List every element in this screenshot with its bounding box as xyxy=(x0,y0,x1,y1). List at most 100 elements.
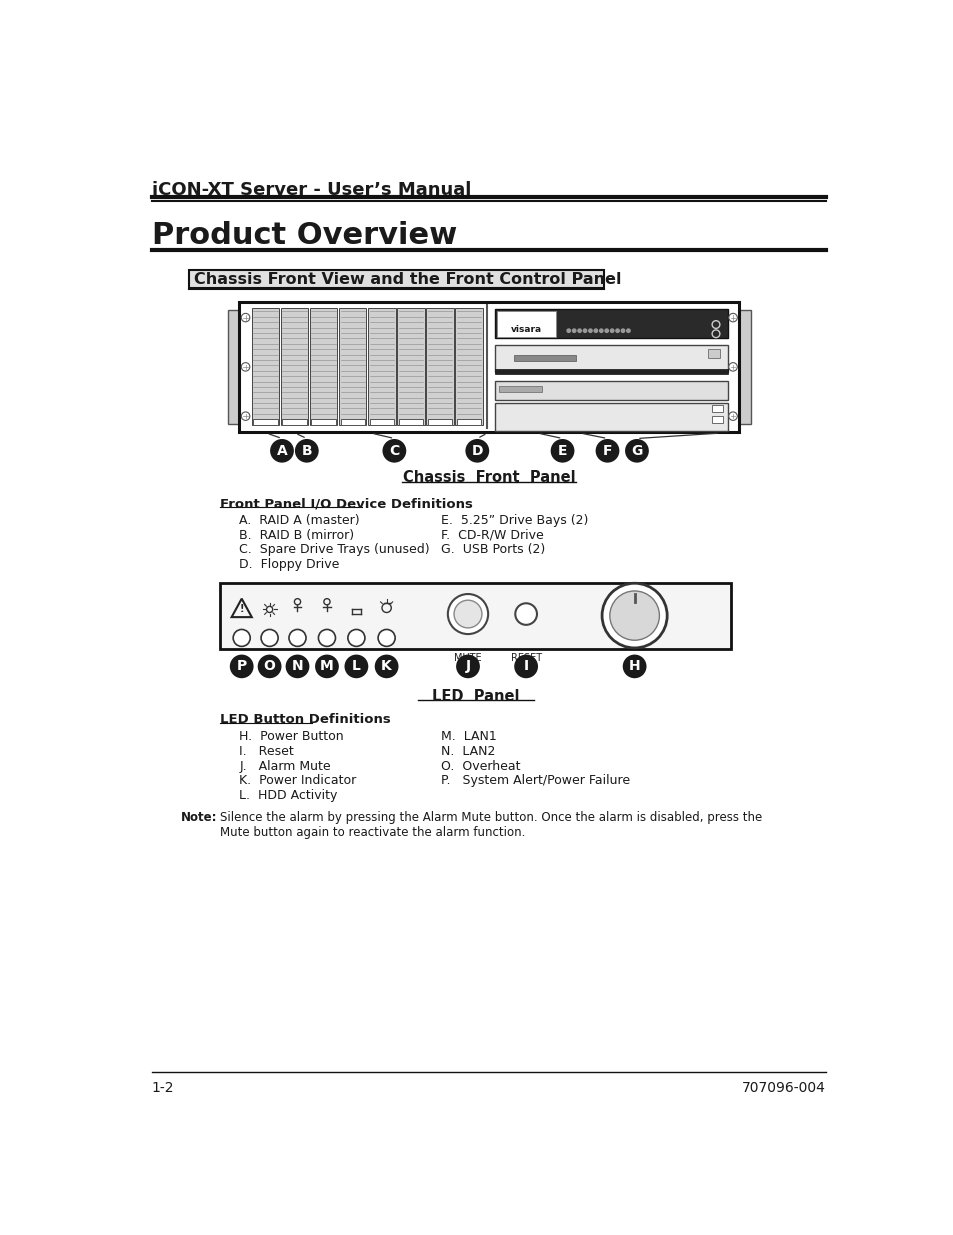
Circle shape xyxy=(596,440,618,462)
Text: P: P xyxy=(236,659,247,673)
Circle shape xyxy=(626,329,630,332)
Text: LED  Panel: LED Panel xyxy=(432,689,519,704)
Circle shape xyxy=(258,656,280,677)
Text: K.  Power Indicator: K. Power Indicator xyxy=(239,774,356,787)
Circle shape xyxy=(728,412,737,420)
Bar xyxy=(252,309,279,425)
Text: C.  Spare Drive Trays (unused): C. Spare Drive Trays (unused) xyxy=(239,543,430,556)
Bar xyxy=(711,405,722,412)
Text: F.  CD-R/W Drive: F. CD-R/W Drive xyxy=(440,529,543,542)
Bar xyxy=(495,369,727,374)
Bar xyxy=(369,419,394,425)
Circle shape xyxy=(271,440,293,462)
Circle shape xyxy=(616,329,618,332)
Circle shape xyxy=(241,412,250,420)
Bar xyxy=(711,416,722,424)
Bar xyxy=(228,310,239,424)
Bar xyxy=(253,419,277,425)
Circle shape xyxy=(383,440,405,462)
Circle shape xyxy=(289,630,306,646)
Bar xyxy=(456,419,480,425)
Circle shape xyxy=(286,656,308,677)
Text: MUTE: MUTE xyxy=(454,652,481,662)
Text: N: N xyxy=(292,659,303,673)
Text: E.  5.25” Drive Bays (2): E. 5.25” Drive Bays (2) xyxy=(440,514,588,527)
Bar xyxy=(338,309,366,425)
Circle shape xyxy=(728,314,737,322)
Bar xyxy=(495,345,727,372)
Bar xyxy=(455,309,482,425)
Circle shape xyxy=(233,630,250,646)
Circle shape xyxy=(572,329,576,332)
Text: J.   Alarm Mute: J. Alarm Mute xyxy=(239,760,331,773)
Text: I: I xyxy=(523,659,528,673)
Text: iCON-XT Server - User’s Manual: iCON-XT Server - User’s Manual xyxy=(152,180,471,199)
Text: Silence the alarm by pressing the Alarm Mute button. Once the alarm is disabled,: Silence the alarm by pressing the Alarm … xyxy=(220,811,761,839)
Circle shape xyxy=(295,440,317,462)
Bar xyxy=(514,356,576,362)
Text: !: ! xyxy=(239,604,244,615)
Bar xyxy=(495,403,727,431)
Text: A: A xyxy=(276,443,287,458)
Text: I.   Reset: I. Reset xyxy=(239,745,294,758)
Text: L.  HDD Activity: L. HDD Activity xyxy=(239,789,337,802)
Bar xyxy=(368,309,395,425)
Bar xyxy=(495,309,727,338)
Circle shape xyxy=(318,630,335,646)
Text: H.  Power Button: H. Power Button xyxy=(239,730,344,743)
Text: LED Button Definitions: LED Button Definitions xyxy=(220,714,391,726)
Text: B.  RAID B (mirror): B. RAID B (mirror) xyxy=(239,529,355,542)
Circle shape xyxy=(375,656,397,677)
Text: G: G xyxy=(631,443,642,458)
Text: M.  LAN1: M. LAN1 xyxy=(440,730,497,743)
Circle shape xyxy=(456,656,478,677)
Circle shape xyxy=(728,363,737,370)
Circle shape xyxy=(578,329,580,332)
Text: Chassis Front View and the Front Control Panel: Chassis Front View and the Front Control… xyxy=(193,272,620,288)
Text: Product Overview: Product Overview xyxy=(152,221,456,251)
Bar xyxy=(239,303,739,431)
Text: 1-2: 1-2 xyxy=(152,1082,174,1095)
Text: F: F xyxy=(602,443,612,458)
Bar xyxy=(498,387,541,391)
Circle shape xyxy=(620,329,624,332)
Circle shape xyxy=(601,583,666,648)
Circle shape xyxy=(594,329,597,332)
Bar xyxy=(220,583,731,648)
Circle shape xyxy=(588,329,592,332)
Circle shape xyxy=(551,440,573,462)
Circle shape xyxy=(315,656,337,677)
Text: G.  USB Ports (2): G. USB Ports (2) xyxy=(440,543,544,556)
Text: RESET: RESET xyxy=(510,652,541,662)
Bar xyxy=(426,309,454,425)
Circle shape xyxy=(454,600,481,627)
Bar xyxy=(311,419,335,425)
Bar xyxy=(280,309,308,425)
Circle shape xyxy=(377,630,395,646)
Bar xyxy=(495,380,727,400)
Bar xyxy=(396,309,424,425)
Circle shape xyxy=(466,440,488,462)
Text: J: J xyxy=(465,659,470,673)
Bar xyxy=(497,311,555,337)
Circle shape xyxy=(515,656,537,677)
Text: L: L xyxy=(352,659,360,673)
Text: P.   System Alert/Power Failure: P. System Alert/Power Failure xyxy=(440,774,629,787)
Bar xyxy=(398,419,422,425)
Text: K: K xyxy=(381,659,392,673)
Bar xyxy=(189,270,603,288)
Circle shape xyxy=(610,329,613,332)
Text: B: B xyxy=(301,443,312,458)
Circle shape xyxy=(604,329,608,332)
Text: N.  LAN2: N. LAN2 xyxy=(440,745,495,758)
Circle shape xyxy=(515,603,537,625)
Text: 707096-004: 707096-004 xyxy=(741,1082,825,1095)
Text: O: O xyxy=(263,659,275,673)
Bar xyxy=(282,419,307,425)
Text: O.  Overheat: O. Overheat xyxy=(440,760,519,773)
Circle shape xyxy=(231,656,253,677)
Circle shape xyxy=(348,630,365,646)
Text: A.  RAID A (master): A. RAID A (master) xyxy=(239,514,359,527)
Circle shape xyxy=(609,592,659,640)
Text: H: H xyxy=(628,659,639,673)
